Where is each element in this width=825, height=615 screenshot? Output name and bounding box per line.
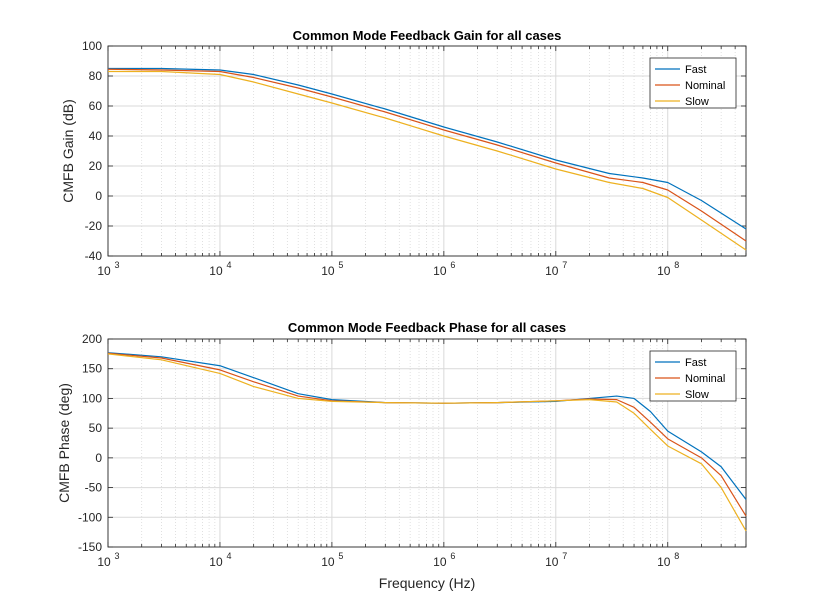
gain-x-tick-label: 10 bbox=[657, 264, 671, 278]
phase-plot-ylabel: CMFB Phase (deg) bbox=[56, 383, 72, 503]
phase-axes-box bbox=[107, 338, 747, 548]
phase-x-tick-label: 10 bbox=[209, 555, 223, 569]
gain-y-tick-label: 60 bbox=[89, 99, 103, 113]
phase-y-tick-label: 0 bbox=[95, 451, 102, 465]
phase-y-tick-label: 200 bbox=[82, 332, 102, 346]
phase-y-tick-label: 150 bbox=[82, 362, 102, 376]
gain-x-tick-exponent: 6 bbox=[450, 260, 455, 270]
gain-series-nominal bbox=[107, 68, 747, 242]
phase-x-tick-exponent: 4 bbox=[226, 551, 231, 561]
phase-y-tick-label: 100 bbox=[82, 391, 102, 405]
phase-x-tick-exponent: 5 bbox=[338, 551, 343, 561]
gain-x-tick-label: 10 bbox=[545, 264, 559, 278]
gain-x-tick-label: 10 bbox=[321, 264, 335, 278]
phase-x-tick-label: 10 bbox=[657, 555, 671, 569]
gain-x-tick-exponent: 5 bbox=[338, 260, 343, 270]
phase-y-tick-label: -150 bbox=[78, 540, 102, 554]
phase-x-tick-exponent: 8 bbox=[674, 551, 679, 561]
phase-x-tick-label: 10 bbox=[97, 555, 111, 569]
gain-legend-label-fast: Fast bbox=[685, 64, 706, 76]
gain-x-tick-exponent: 4 bbox=[226, 260, 231, 270]
phase-x-tick-label: 10 bbox=[321, 555, 335, 569]
gain-y-tick-label: 20 bbox=[89, 159, 103, 173]
gain-legend bbox=[649, 57, 737, 109]
phase-x-tick-exponent: 6 bbox=[450, 551, 455, 561]
phase-x-tick-exponent: 7 bbox=[562, 551, 567, 561]
phase-y-tick-label: 50 bbox=[89, 421, 103, 435]
gain-x-tick-exponent: 8 bbox=[674, 260, 679, 270]
gain-axes-box bbox=[107, 45, 747, 257]
gain-x-tick-label: 10 bbox=[97, 264, 111, 278]
phase-x-tick-label: 10 bbox=[545, 555, 559, 569]
gain-plot-title: Common Mode Feedback Gain for all cases bbox=[293, 28, 562, 43]
gain-legend-label-slow: Slow bbox=[685, 96, 709, 108]
phase-plot-title: Common Mode Feedback Phase for all cases bbox=[288, 320, 566, 335]
phase-x-tick-label: 10 bbox=[433, 555, 447, 569]
gain-legend-label-nominal: Nominal bbox=[685, 80, 725, 92]
gain-y-tick-label: 40 bbox=[89, 129, 103, 143]
gain-y-tick-label: 0 bbox=[95, 189, 102, 203]
phase-y-tick-label: -100 bbox=[78, 510, 102, 524]
gain-x-tick-exponent: 3 bbox=[114, 260, 119, 270]
gain-plot-ylabel: CMFB Gain (dB) bbox=[60, 99, 76, 202]
gain-plot-area bbox=[108, 46, 746, 256]
gain-series-fast bbox=[108, 67, 747, 230]
gain-x-tick-label: 10 bbox=[209, 264, 223, 278]
gain-y-tick-label: 100 bbox=[82, 39, 102, 53]
phase-legend bbox=[649, 350, 737, 402]
phase-plot-xlabel: Frequency (Hz) bbox=[379, 575, 475, 591]
gain-series-slow bbox=[108, 70, 747, 251]
gain-x-tick-label: 10 bbox=[433, 264, 447, 278]
gain-y-tick-label: 80 bbox=[89, 69, 103, 83]
gain-y-tick-label: -20 bbox=[85, 219, 103, 233]
gain-x-tick-exponent: 7 bbox=[562, 260, 567, 270]
phase-plot-area bbox=[108, 339, 746, 547]
phase-legend-label-fast: Fast bbox=[685, 357, 706, 369]
gain-y-tick-label: -40 bbox=[85, 249, 103, 263]
phase-legend-label-slow: Slow bbox=[685, 389, 709, 401]
phase-series-slow bbox=[107, 353, 747, 532]
phase-legend-label-nominal: Nominal bbox=[685, 373, 725, 385]
phase-x-tick-exponent: 3 bbox=[114, 551, 119, 561]
phase-y-tick-label: -50 bbox=[85, 481, 103, 495]
